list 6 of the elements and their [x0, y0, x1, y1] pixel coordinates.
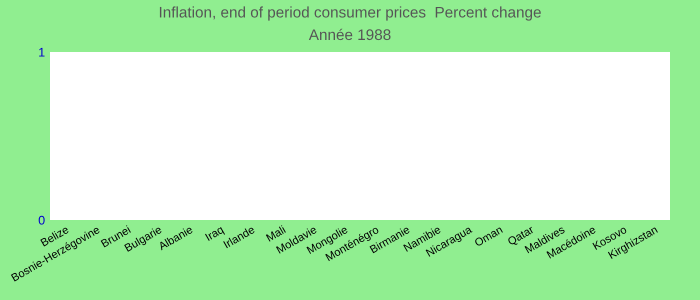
x-tick-label: Iraq — [205, 226, 226, 243]
x-tick-label: Oman — [474, 225, 503, 247]
chart-subtitle: Année 1988 — [308, 28, 391, 40]
chart-title: Inflation, end of period consumer prices Percent change — [160, 6, 541, 21]
y-tick-label: 0 — [38, 216, 45, 225]
y-tick-label: 1 — [39, 48, 45, 57]
